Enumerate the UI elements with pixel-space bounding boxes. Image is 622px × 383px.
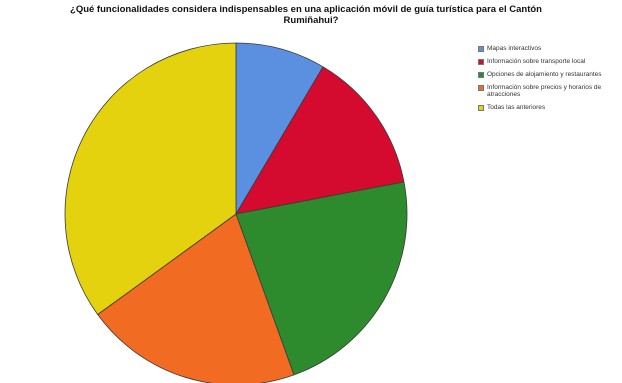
legend-item-2: Información sobre transporte local	[478, 58, 618, 65]
legend-label-3: Opciones de alojamiento y restaurantes	[487, 71, 602, 78]
legend-item-3: Opciones de alojamiento y restaurantes	[478, 71, 618, 78]
chart-legend: Mapas interactivos Información sobre tran…	[478, 45, 618, 117]
legend-swatch-4	[478, 85, 484, 91]
legend-label-1: Mapas interactivos	[487, 45, 542, 52]
legend-item-5: Todas las anteriores	[478, 104, 618, 111]
legend-swatch-3	[478, 72, 484, 78]
legend-item-4: Información sobre precios y horarios de …	[478, 84, 618, 98]
pie-slice-2	[235, 66, 405, 215]
legend-swatch-2	[478, 59, 484, 65]
legend-swatch-5	[478, 105, 484, 111]
legend-label-2: Información sobre transporte local	[487, 58, 586, 65]
chart-title-line1: ¿Qué funcionalidades considera indispens…	[70, 4, 542, 15]
pie-slice-3	[235, 181, 408, 376]
pie-slice-1	[235, 42, 324, 216]
legend-item-1: Mapas interactivos	[478, 45, 618, 52]
legend-label-4: Información sobre precios y horarios de …	[487, 84, 602, 98]
pie-slice-5	[64, 42, 237, 316]
pie-slice-4	[97, 213, 295, 383]
chart-title-line2: Rumiñahui?	[283, 15, 339, 26]
legend-swatch-1	[478, 46, 484, 52]
chart-title: ¿Qué funcionalidades considera indispens…	[0, 4, 622, 26]
legend-label-5: Todas las anteriores	[487, 104, 546, 111]
